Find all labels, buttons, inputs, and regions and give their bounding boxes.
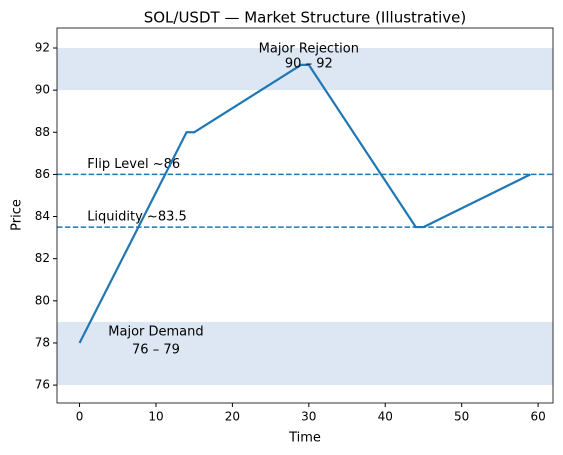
y-tick-label: 90	[35, 83, 50, 97]
y-tick-label: 88	[35, 125, 50, 139]
x-tick-label: 50	[454, 410, 469, 424]
y-tick-label: 92	[35, 41, 50, 55]
x-tick-label: 40	[378, 410, 393, 424]
x-tick-label: 10	[148, 410, 163, 424]
y-axis-label: Price	[10, 199, 25, 231]
zone-band	[57, 48, 553, 91]
y-tick-label: 80	[35, 293, 50, 307]
chart-title: SOL/USDT — Market Structure (Illustrativ…	[144, 9, 467, 27]
price-line	[78, 63, 531, 344]
x-tick-label: 20	[225, 410, 240, 424]
y-tick-label: 78	[35, 335, 50, 349]
x-tick-label: 60	[530, 410, 545, 424]
y-tick-label: 84	[35, 209, 50, 223]
zone-range-label: 90 – 92	[285, 57, 333, 72]
zone-band	[57, 321, 553, 386]
zone-range-label: 76 – 79	[132, 343, 180, 358]
y-tick-label: 82	[35, 251, 50, 265]
zone-label: Major Demand	[108, 325, 203, 340]
level-label: Flip Level ~86	[87, 157, 180, 172]
x-axis-label: Time	[288, 431, 321, 446]
zone-label: Major Rejection	[259, 42, 359, 57]
level-label: Liquidity ~83.5	[87, 210, 187, 225]
plot-frame	[56, 27, 554, 404]
y-tick-label: 76	[35, 378, 50, 392]
x-tick-label: 30	[301, 410, 316, 424]
y-tick-label: 86	[35, 167, 50, 181]
x-tick-label: 0	[76, 410, 84, 424]
